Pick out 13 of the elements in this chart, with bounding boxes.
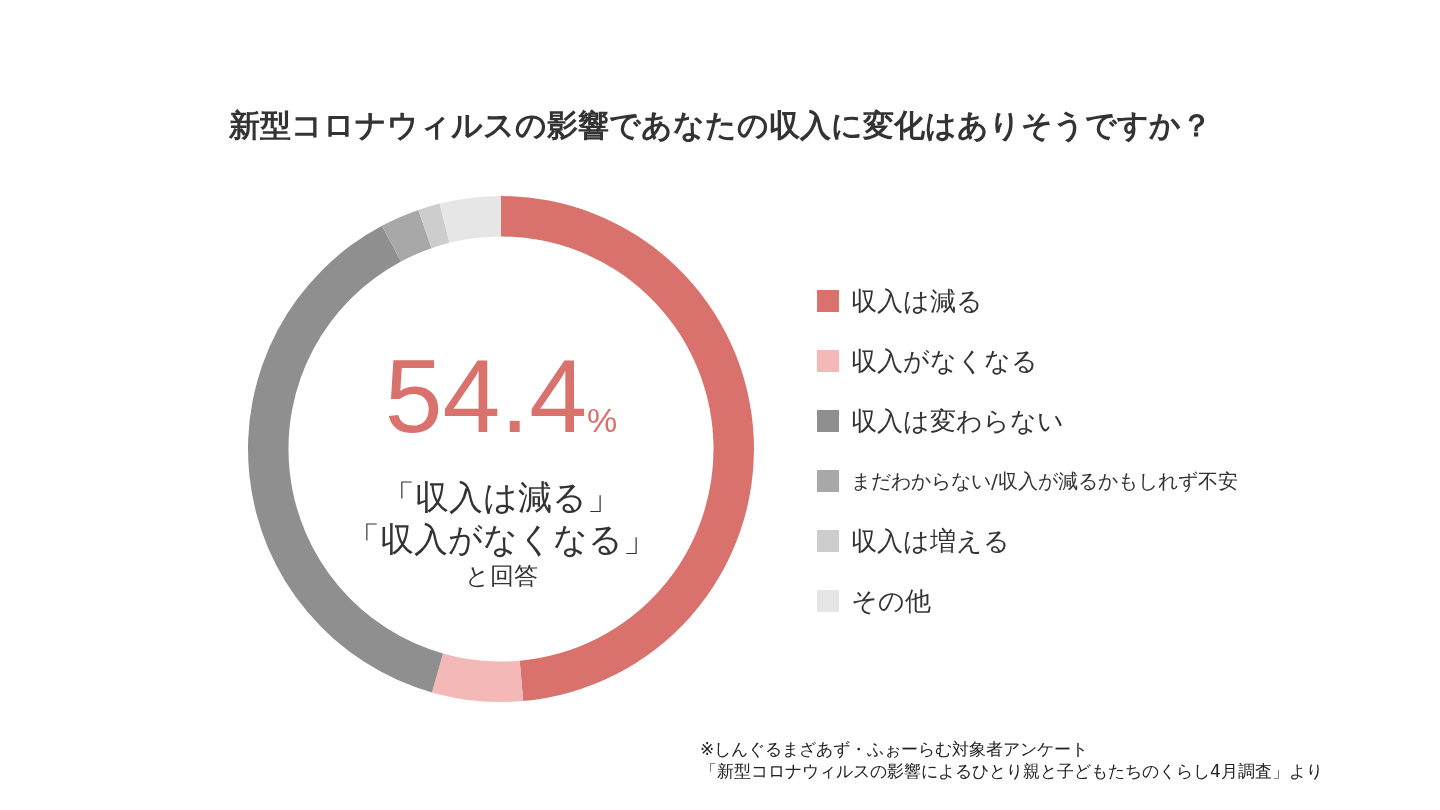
- text: ※しんぐるまざあず・ふぉーらむ対象者アンケート: [700, 738, 1090, 760]
- chart-title: 新型コロナウィルスの影響であなたの収入に変化はありそうですか？: [227, 106, 1213, 145]
- text: と回答: [463, 561, 539, 592]
- text: 「収入がなくなる」: [344, 518, 658, 560]
- legend-label: 収入がなくなる: [851, 344, 1038, 378]
- legend-label: 収入は増える: [851, 524, 1010, 558]
- legend-label: まだわからない/収入が減るかもしれず不安: [851, 467, 1238, 495]
- text: 54.4%: [383, 338, 619, 456]
- legend-label: その他: [851, 584, 931, 618]
- text: 「新型コロナウィルスの影響によるひとり親と子どもたちのくらし4月調査」より: [700, 760, 1324, 782]
- legend-label: 収入は減る: [851, 284, 983, 318]
- text: 「収入は減る」: [380, 476, 622, 518]
- legend-label: 収入は変わらない: [851, 404, 1064, 438]
